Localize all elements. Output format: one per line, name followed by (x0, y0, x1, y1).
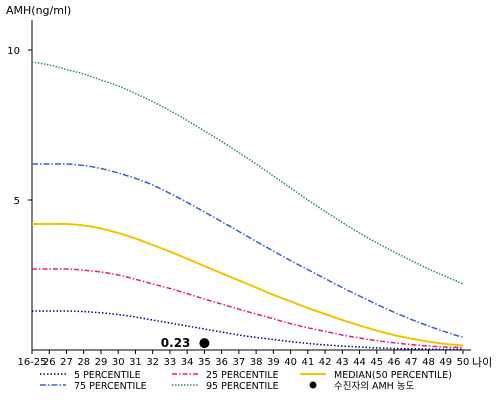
y-tick-label: 5 (14, 196, 20, 207)
x-tick-label: 47 (405, 357, 418, 368)
x-tick-label: 30 (112, 357, 125, 368)
legend-label-3: 75 PERCENTILE (74, 381, 147, 392)
series-line-2 (32, 222, 464, 347)
x-tick-label: 46 (388, 357, 401, 368)
y-axis-title: AMH(ng/ml) (6, 4, 71, 17)
legend-label-0: 5 PERCENTILE (74, 370, 141, 381)
x-tick-label: 48 (422, 357, 435, 368)
x-tick-label: 32 (146, 357, 159, 368)
x-tick-label: 44 (353, 357, 366, 368)
x-tick-label: 33 (164, 357, 177, 368)
series-line-1 (32, 268, 464, 349)
x-tick-label: 26 (43, 357, 56, 368)
legend-label-2: MEDIAN(50 PERCENTILE) (334, 370, 452, 381)
y-tick-label: 10 (7, 46, 20, 57)
patient-point-label: 0.23 (161, 336, 191, 350)
series-line-4 (31, 61, 464, 285)
x-tick-label: 45 (370, 357, 383, 368)
x-tick-label: 41 (301, 357, 314, 368)
series-line-0 (32, 310, 464, 351)
point-layer: 0.23 (161, 336, 210, 350)
x-tick-label: 43 (336, 357, 349, 368)
series-layer (31, 61, 464, 351)
x-tick-label: 37 (233, 357, 246, 368)
x-tick-label: 50 (457, 357, 470, 368)
x-tick-label: 28 (77, 357, 90, 368)
legend-swatch-point (309, 381, 317, 389)
x-tick-label: 35 (198, 357, 211, 368)
x-tick-label: 39 (267, 357, 280, 368)
x-tick-label: 27 (60, 357, 73, 368)
legend-label-4: 95 PERCENTILE (206, 381, 279, 392)
series-line-3 (32, 163, 464, 339)
x-tick-label: 40 (284, 357, 297, 368)
x-axis-title: 나이 (472, 356, 492, 369)
x-tick-label: 49 (439, 357, 452, 368)
patient-point (199, 338, 210, 349)
x-tick-label: 42 (319, 357, 332, 368)
x-tick-label: 16-25 (17, 357, 46, 368)
x-tick-label: 38 (250, 357, 263, 368)
legend-label-1: 25 PERCENTILE (206, 370, 279, 381)
x-tick-label: 31 (129, 357, 142, 368)
x-tick-label: 34 (181, 357, 194, 368)
legend: 5 PERCENTILE 25 PERCENTILE MEDIAN(50 PERCE… (40, 370, 452, 392)
x-tick-label: 36 (215, 357, 228, 368)
x-tick-label: 29 (95, 357, 108, 368)
legend-label-point: 수진자의 AMH 농도 (334, 381, 415, 392)
